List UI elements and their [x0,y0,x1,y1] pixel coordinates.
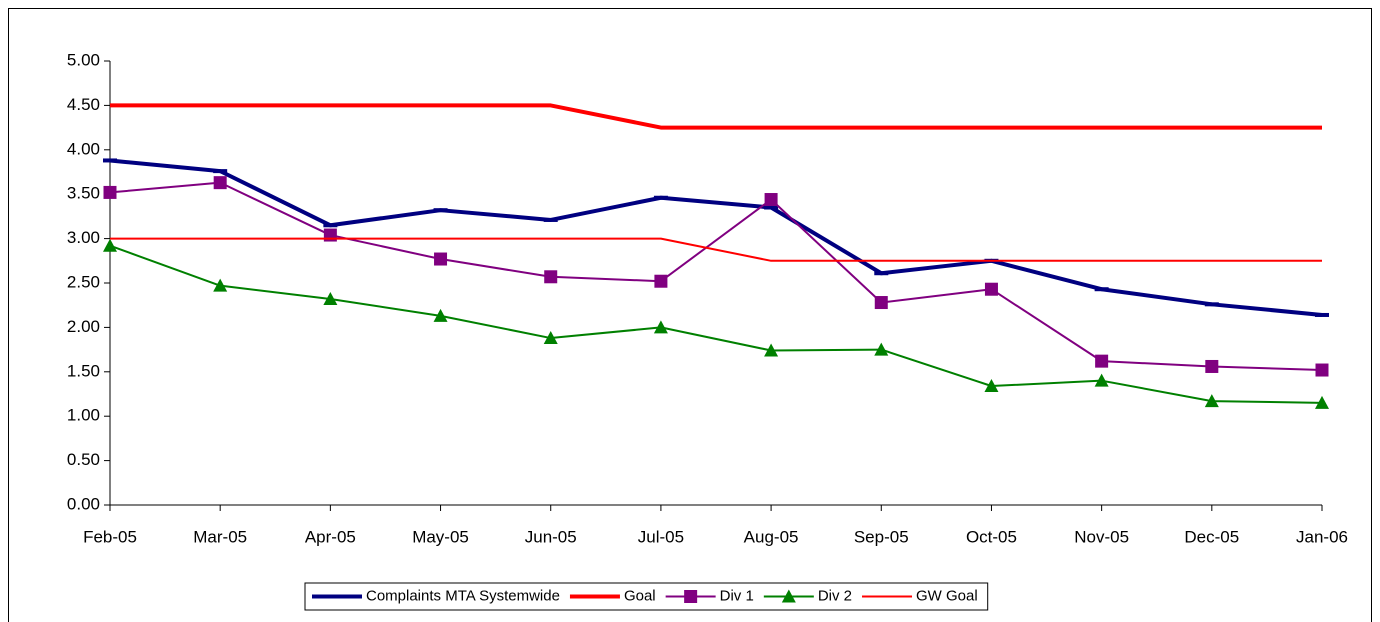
chart-frame [8,8,1372,622]
legend-label: Goal [624,587,656,604]
marker [543,331,558,345]
series-line [109,244,1323,404]
marker [103,238,117,252]
x-tick-label: Jul-05 [638,527,684,546]
marker [984,379,999,393]
y-tick-label: 0.00 [67,494,100,513]
marker [1095,354,1109,368]
y-tick-label: 2.00 [67,317,100,336]
x-tick-label: Jan-06 [1296,527,1348,546]
marker [544,270,558,284]
y-tick-label: 0.50 [67,450,100,469]
marker [103,185,117,199]
x-tick-label: Dec-05 [1184,527,1239,546]
legend-marker [684,590,698,603]
series-line [110,237,1322,262]
marker [984,282,998,296]
y-tick-label: 1.50 [67,361,100,380]
legend-label: GW Goal [916,587,978,604]
x-tick-label: Apr-05 [305,527,356,546]
series-line [109,158,1323,317]
y-tick-label: 2.50 [67,272,100,291]
marker [764,193,778,207]
legend-label: Complaints MTA Systemwide [366,587,560,604]
legend-marker [781,589,796,603]
marker [1094,373,1109,387]
x-tick-label: Mar-05 [193,527,247,546]
x-tick-label: Sep-05 [854,527,909,546]
x-tick-label: Jun-05 [525,527,577,546]
y-tick-label: 5.00 [67,50,100,69]
legend: Complaints MTA Systemwide Goal Div 1 Div 2 G… [304,582,989,611]
marker [323,291,338,305]
y-tick-label: 1.00 [67,406,100,425]
marker [653,320,668,334]
legend-label: Div 1 [720,587,754,604]
marker [213,278,228,292]
x-tick-label: Nov-05 [1074,527,1129,546]
marker [1204,394,1219,408]
marker [654,274,668,288]
marker [1315,395,1329,409]
legend-label: Div 2 [818,587,852,604]
x-tick-label: Feb-05 [83,527,137,546]
y-tick-label: 3.00 [67,228,100,247]
marker [874,296,888,310]
series-line [109,181,1323,372]
marker [213,176,227,190]
series-line [110,103,1322,130]
x-tick-label: May-05 [412,527,469,546]
marker [434,252,448,266]
y-tick-label: 3.50 [67,184,100,203]
marker [433,308,448,322]
y-tick-label: 4.00 [67,139,100,158]
marker [764,343,779,357]
marker [1315,363,1329,377]
x-tick-label: Oct-05 [966,527,1017,546]
marker [1205,359,1219,373]
marker [874,342,889,356]
x-tick-label: Aug-05 [744,527,799,546]
y-tick-label: 4.50 [67,95,100,114]
